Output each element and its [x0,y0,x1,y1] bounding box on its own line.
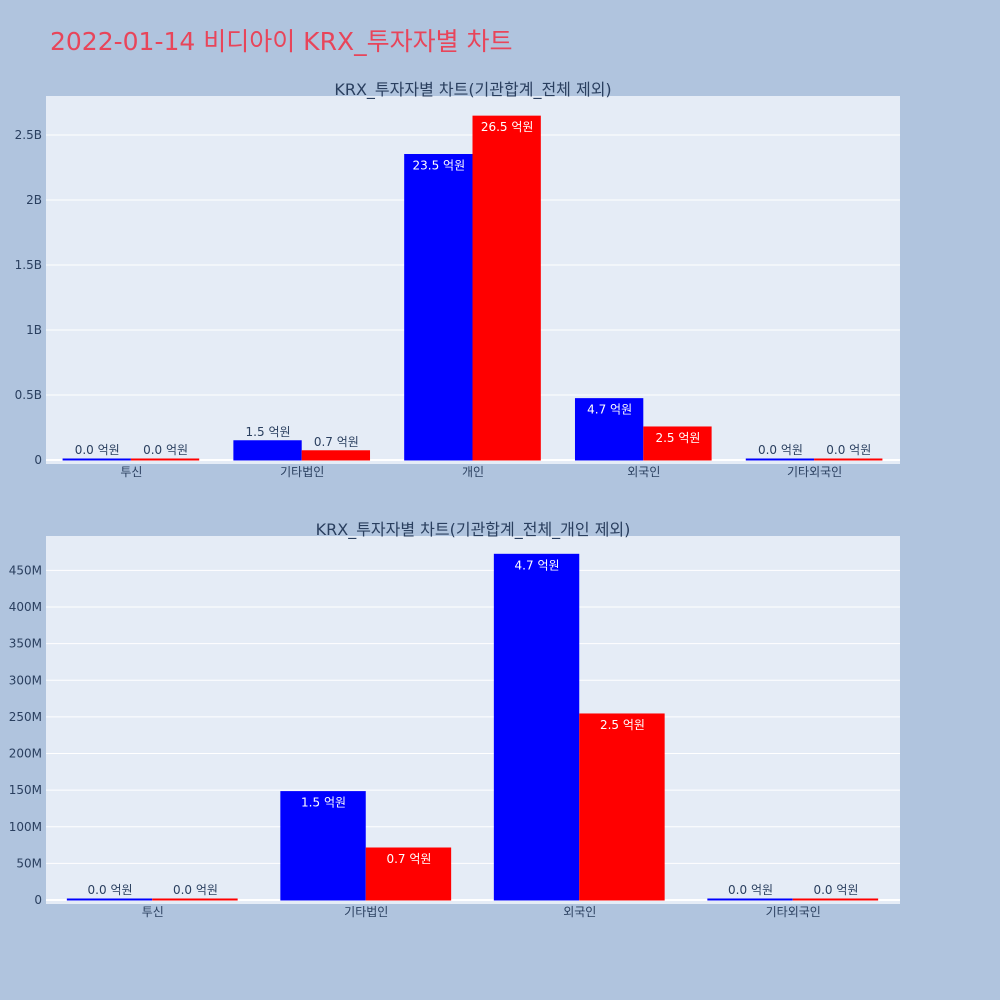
data-label: 4.7 억원 [587,403,632,417]
x-tick-label: 개인 [462,465,484,479]
y-tick-label: 50M [16,856,42,870]
bar [62,458,131,461]
data-label: 0.0 억원 [728,883,773,897]
chart-top: 0 0.5B 1B 1.5B 2B 2.5B KRX_투자자별 차트(기관합계_전체 제외)… [15,80,900,479]
bar [643,426,712,461]
x-tick-label: 기타법인 [280,465,324,479]
bar [365,847,452,901]
y-tick-label: 400M [9,600,42,614]
y-tick-label: 150M [9,783,42,797]
data-label: 0.7 억원 [386,852,431,866]
data-label: 0.0 억원 [826,443,871,457]
data-label: 2.5 억원 [600,718,645,732]
data-label: 4.7 억원 [515,558,560,572]
y-tick-label: 450M [9,563,42,577]
bar [579,713,665,901]
x-tick-label: 외국인 [563,905,596,919]
data-label: 0.7 억원 [314,435,359,449]
y-tick-label: 200M [9,747,42,761]
bar [301,450,371,461]
x-tick-label: 투신 [120,465,142,479]
y-tick-label: 250M [9,710,42,724]
y-tick-label: 2.5B [15,128,42,142]
chart-title: KRX_투자자별 차트(기관합계_전체 제외) [334,80,611,100]
y-tick-label: 1.5B [15,258,42,272]
y-tick-label: 100M [9,820,42,834]
bar [814,458,883,461]
data-label: 1.5 억원 [301,796,346,810]
page-title: 2022-01-14 비디아이 KRX_투자자별 차트 [50,27,513,56]
bar [745,458,815,461]
y-tick-label: 300M [9,673,42,687]
bar [707,898,793,901]
x-tick-label: 외국인 [627,465,660,479]
chart-bottom: 0 50M 100M 150M 200M 250M 300M 350M 400M 450M KRX_… [9,520,900,919]
y-tick-label: 350M [9,637,42,651]
data-label: 26.5 억원 [481,120,534,134]
x-tick-label: 기타외국인 [787,465,842,479]
x-tick-label: 기타법인 [344,905,388,919]
data-label: 23.5 억원 [413,159,466,173]
y-tick-label: 0.5B [15,388,42,402]
y-tick-label: 0 [34,453,42,467]
bar [280,791,366,901]
bar [472,115,541,461]
data-label: 1.5 억원 [246,425,291,439]
x-tick-label: 투신 [142,905,164,919]
bar [493,553,580,901]
x-tick-label: 기타외국인 [766,905,821,919]
data-label: 2.5 억원 [655,431,700,445]
bar [404,154,473,461]
bar [130,458,200,461]
data-label: 0.0 억원 [75,443,120,457]
y-tick-label: 1B [26,323,42,337]
bar [233,440,302,461]
bar [66,898,153,901]
bar [574,398,644,461]
data-label: 0.0 억원 [173,883,218,897]
plot-area [46,536,900,904]
data-label: 0.0 억원 [813,883,858,897]
data-label: 0.0 억원 [143,443,188,457]
bar [792,898,879,901]
bar [152,898,238,901]
data-label: 0.0 억원 [88,883,133,897]
y-tick-label: 2B [26,193,42,207]
chart-title: KRX_투자자별 차트(기관합계_전체_개인 제외) [316,520,631,540]
y-tick-label: 0 [34,893,42,907]
data-label: 0.0 억원 [758,443,803,457]
